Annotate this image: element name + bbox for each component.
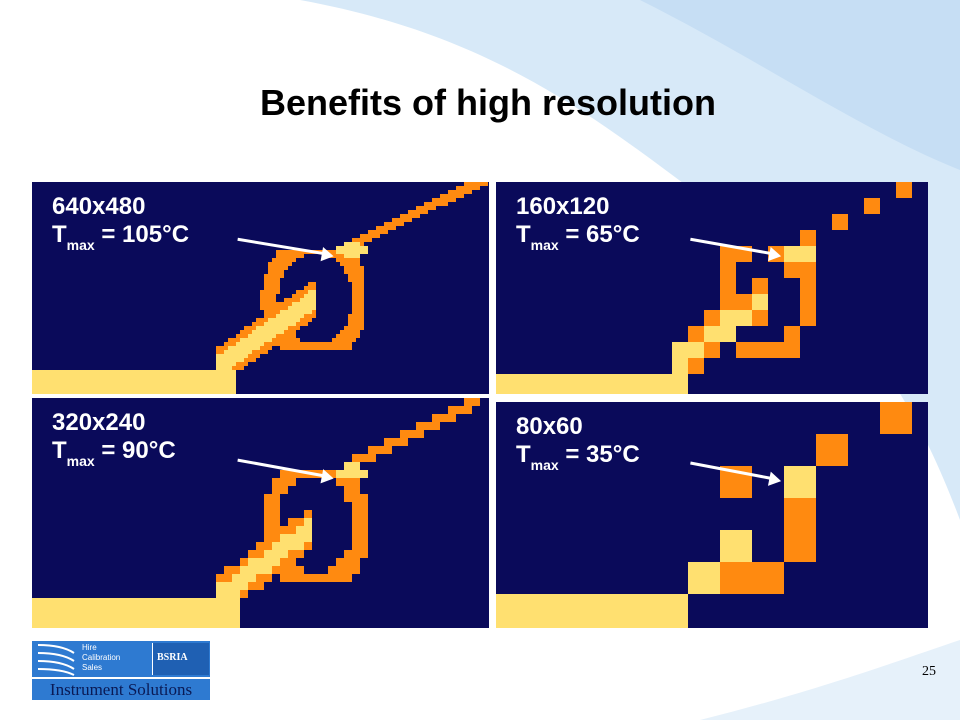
thermal-pixels	[32, 182, 488, 394]
resolution-label: 640x480	[52, 193, 146, 220]
logo-line-calibration: Calibration	[82, 653, 121, 662]
tmax-label: Tmax = 105°C	[52, 222, 189, 258]
thermal-image-80x60: 80x60 Tmax = 35°C	[496, 402, 928, 628]
tmax-value: = 105°C	[101, 221, 190, 248]
logo-service-lines: Hire Calibration Sales	[82, 643, 120, 673]
tmax-subscript: max	[66, 453, 95, 469]
instrument-solutions-logo: Hire Calibration Sales BSRIA Instrument …	[32, 641, 210, 700]
thermal-pixels	[496, 182, 912, 394]
logo-name: Instrument Solutions	[49, 680, 193, 699]
tmax-label: Tmax = 90°C	[52, 438, 176, 474]
tmax-subscript: max	[530, 457, 559, 473]
thermal-image-320x240: 320x240 Tmax = 90°C	[32, 398, 489, 628]
tmax-label: Tmax = 35°C	[516, 442, 640, 478]
tmax-subscript: max	[530, 237, 559, 253]
thermal-image-drawing	[496, 402, 912, 628]
logo-swoosh-icon	[37, 644, 75, 676]
pointer-arrow-icon	[237, 237, 334, 262]
page-number: 25	[922, 664, 936, 679]
thermal-image-160x120: 160x120 Tmax = 65°C	[496, 182, 928, 394]
tmax-value: = 65°C	[565, 221, 640, 248]
tmax-t: T	[516, 221, 531, 248]
thermal-image-drawing	[32, 398, 480, 628]
logo-line-sales: Sales	[82, 663, 103, 672]
tmax-value: = 35°C	[565, 441, 640, 468]
tmax-t: T	[52, 437, 67, 464]
logo-line-hire: Hire	[82, 643, 97, 652]
tmax-t: T	[52, 221, 67, 248]
tmax-subscript: max	[66, 237, 95, 253]
bsria-badge: BSRIA	[152, 643, 209, 675]
resolution-label: 80x60	[516, 413, 583, 440]
pointer-arrow-icon	[690, 237, 782, 262]
thermal-pixels	[496, 402, 912, 628]
thermal-image-640x480: 640x480 Tmax = 105°C	[32, 182, 489, 394]
bsria-text: BSRIA	[157, 652, 188, 663]
resolution-label: 160x120	[516, 193, 610, 220]
resolution-label: 320x240	[52, 409, 146, 436]
logo-bottom-band: Instrument Solutions	[32, 678, 210, 700]
tmax-label: Tmax = 65°C	[516, 222, 640, 258]
pointer-arrow-icon	[690, 461, 782, 486]
tmax-value: = 90°C	[101, 437, 176, 464]
pointer-arrow-icon	[237, 458, 334, 484]
slide-title: Benefits of high resolution	[260, 82, 716, 123]
thermal-image-drawing	[496, 182, 912, 394]
logo-top-band: Hire Calibration Sales BSRIA	[32, 641, 210, 677]
tmax-t: T	[516, 441, 531, 468]
thermal-image-drawing	[32, 182, 488, 394]
